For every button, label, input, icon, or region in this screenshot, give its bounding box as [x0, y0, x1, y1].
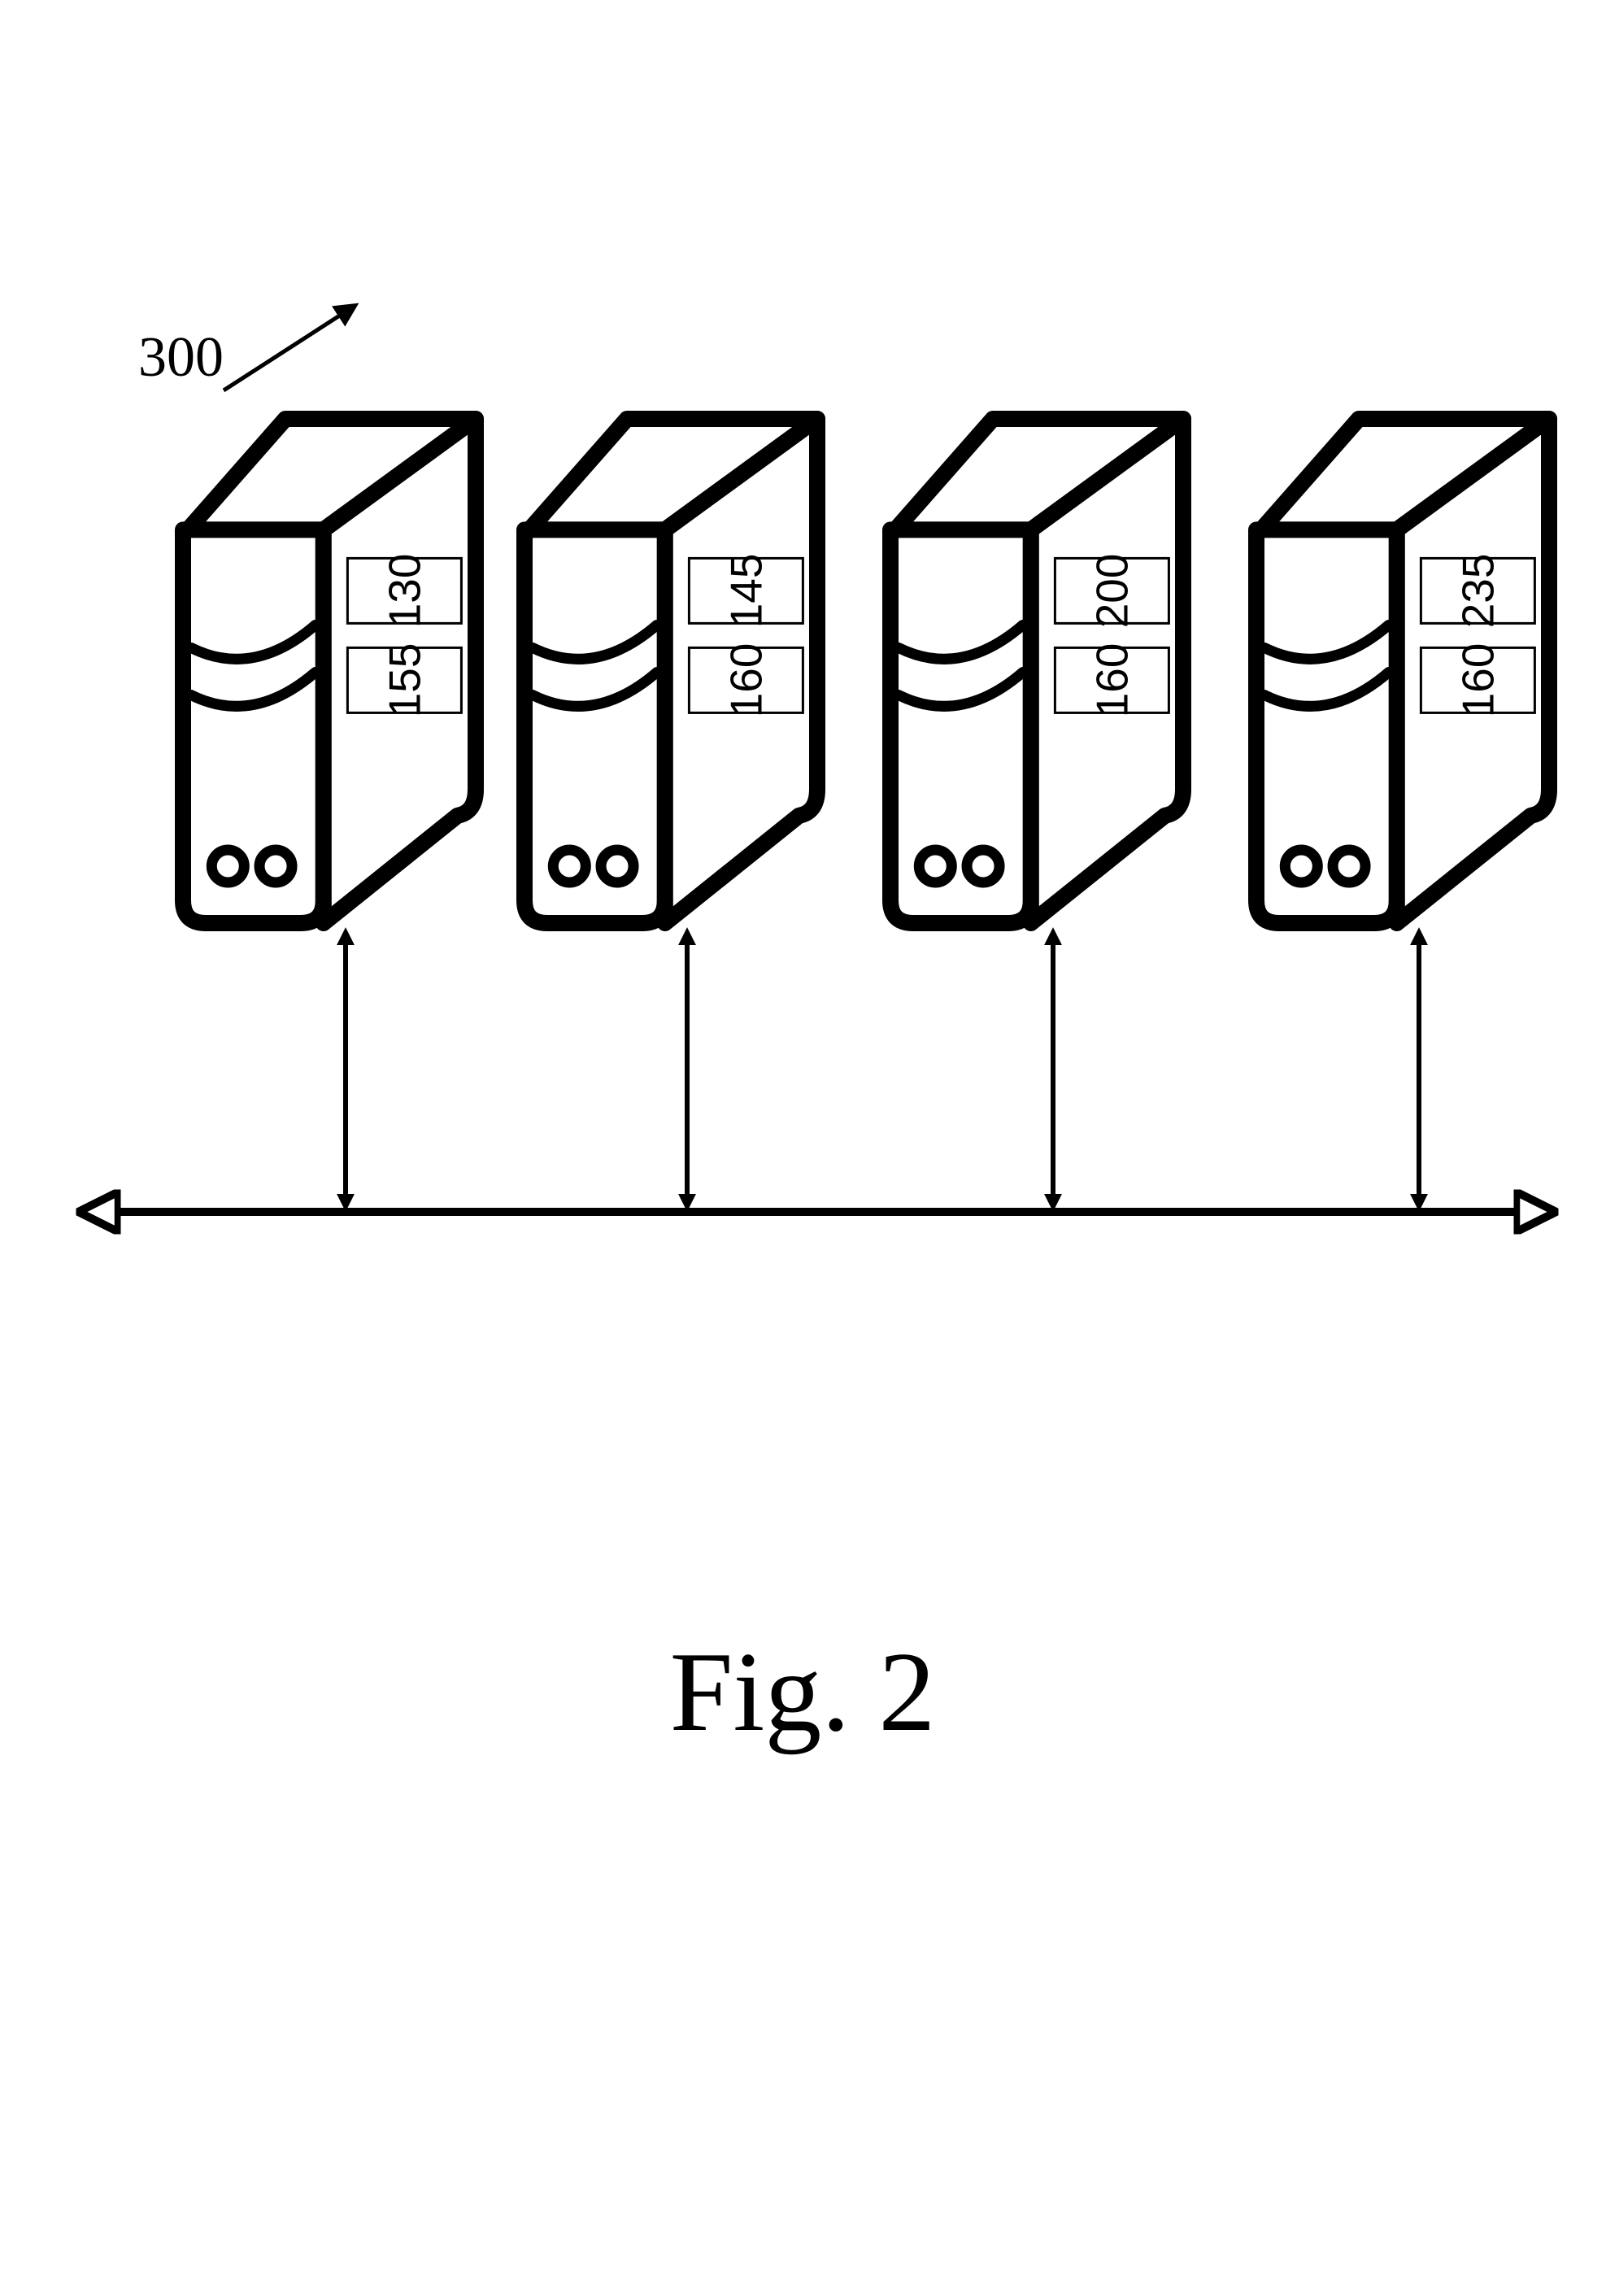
server-node: 200160	[890, 419, 1183, 923]
figure-caption: Fig. 2	[640, 1627, 965, 1758]
server-label-text: 145	[721, 554, 772, 629]
server-node: 235160	[1256, 419, 1549, 923]
server-label-text: 130	[380, 554, 430, 629]
server-node: 130155	[183, 419, 476, 923]
server-label-text: 235	[1453, 554, 1504, 629]
server-label-text: 160	[1453, 643, 1504, 718]
server-label-text: 160	[1087, 643, 1138, 718]
server-label-text: 200	[1087, 554, 1138, 629]
reference-arrow	[224, 309, 350, 390]
figure-svg: 130155145160200160235160	[0, 0, 1606, 2296]
server-node: 145160	[524, 419, 817, 923]
server-label-text: 160	[721, 643, 772, 718]
reference-number-label: 300	[138, 325, 224, 390]
figure-page: 130155145160200160235160 300 Fig. 2	[0, 0, 1606, 2296]
server-label-text: 155	[380, 643, 430, 718]
